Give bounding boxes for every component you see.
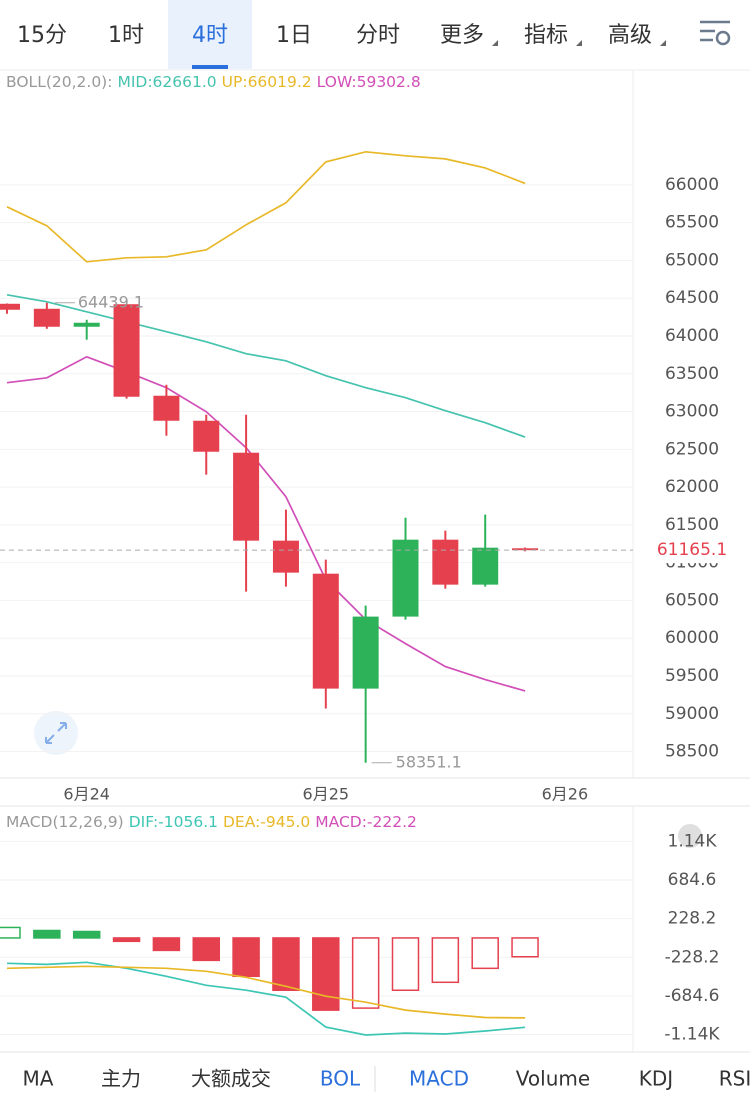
y-tick-label: 66000 xyxy=(665,175,719,195)
indicator-line xyxy=(6,293,526,438)
macd-bar xyxy=(312,937,340,1011)
y-tick-label: 65500 xyxy=(665,213,719,233)
legend-title: BOLL(20,2.0): xyxy=(6,73,112,91)
bottom-tab[interactable]: KDJ xyxy=(639,1067,673,1091)
active-tab-bg xyxy=(168,0,252,69)
macd-bar xyxy=(152,937,181,952)
legend-entry: DEA:-945.0 xyxy=(223,813,310,831)
legend-title: MACD(12,26,9) xyxy=(6,813,124,831)
candle-body xyxy=(193,420,220,452)
x-tick-label: 6月24 xyxy=(63,785,110,804)
macd-bar xyxy=(431,937,460,984)
indicator-line xyxy=(6,961,526,1036)
candle-body xyxy=(33,308,60,327)
y-tick-label: 60500 xyxy=(665,590,719,610)
indicator-line xyxy=(6,965,526,1019)
y-tick-label: 59500 xyxy=(665,666,719,686)
candle-body xyxy=(432,539,459,585)
macd-bar xyxy=(0,926,21,939)
dropdown-arrow xyxy=(660,40,666,46)
y-tick-label: 684.6 xyxy=(668,870,717,890)
tab[interactable]: 指标 xyxy=(524,23,568,48)
legend-entry: LOW:59302.8 xyxy=(317,73,421,91)
y-tick-label: 63000 xyxy=(665,402,719,422)
bottom-tab[interactable]: 大额成交 xyxy=(191,1067,271,1091)
tab[interactable]: 更多 xyxy=(440,23,484,48)
y-tick-label: 60000 xyxy=(665,628,719,648)
y-tick-label: -228.2 xyxy=(665,947,720,967)
close-overlay[interactable] xyxy=(678,824,702,848)
tab[interactable]: 分时 xyxy=(356,23,400,48)
low-label: 58351.1 xyxy=(396,752,462,771)
legend-entry: DIF:-1056.1 xyxy=(129,813,218,831)
candle-body xyxy=(272,540,299,573)
indicator-line xyxy=(6,150,526,263)
macd-bar xyxy=(192,937,220,962)
x-tick-label: 6月25 xyxy=(303,785,350,804)
macd-bar xyxy=(471,937,499,970)
high-label: 64439.1 xyxy=(78,292,144,311)
y-tick-label: 63500 xyxy=(665,364,719,384)
macd-bar xyxy=(272,937,300,991)
legend-entry: UP:66019.2 xyxy=(222,73,312,91)
y-tick-label: -1.14K xyxy=(664,1025,720,1045)
bottom-tab[interactable]: Volume xyxy=(516,1067,590,1091)
legend-entry: MACD:-222.2 xyxy=(315,813,417,831)
candle-body xyxy=(472,547,499,585)
y-tick-label: 59000 xyxy=(665,704,719,724)
candle-body xyxy=(113,304,140,397)
legend: BOLL(20,2.0): MID:62661.0 UP:66019.2 LOW:59… xyxy=(6,73,421,91)
macd-bar xyxy=(511,937,539,958)
candle-body xyxy=(312,573,339,689)
bottom-tab[interactable]: RSI xyxy=(719,1067,750,1091)
settings-icon[interactable] xyxy=(700,20,731,46)
macd-bar xyxy=(33,929,61,939)
dropdown-arrow xyxy=(576,40,582,46)
y-tick-label: 62000 xyxy=(665,477,719,497)
bottom-tab[interactable]: BOL xyxy=(320,1067,361,1091)
y-tick-label: 65000 xyxy=(665,250,719,270)
price-label: 61165.1 xyxy=(657,540,727,560)
x-tick-label: 6月26 xyxy=(542,785,589,804)
bottom-tab[interactable]: 主力 xyxy=(101,1067,141,1091)
candle-body xyxy=(233,452,260,541)
tab[interactable]: 高级 xyxy=(608,23,652,48)
y-tick-label: 228.2 xyxy=(668,909,717,929)
candle-body xyxy=(73,322,100,327)
tab[interactable]: 1时 xyxy=(108,23,144,48)
candle-body xyxy=(512,548,539,551)
expand-button[interactable] xyxy=(34,711,78,755)
legend: MACD(12,26,9) DIF:-1056.1 DEA:-945.0 MACD:-… xyxy=(6,813,417,831)
candle-body xyxy=(153,395,180,421)
bottom-tab[interactable]: MACD xyxy=(409,1067,469,1091)
tab[interactable]: 1日 xyxy=(276,23,312,48)
macd-bar xyxy=(112,937,141,943)
dropdown-arrow xyxy=(492,40,498,46)
y-tick-label: 1.14K xyxy=(668,831,718,851)
bottom-tab[interactable]: MA xyxy=(23,1067,54,1091)
tab[interactable]: 15分 xyxy=(17,23,67,48)
active-tab-underline xyxy=(192,65,228,69)
candle-body xyxy=(392,539,419,617)
macd-bar xyxy=(72,930,101,939)
y-tick-label: -684.6 xyxy=(665,986,720,1006)
y-tick-label: 61500 xyxy=(665,515,719,535)
y-tick-label: 62500 xyxy=(665,439,719,459)
y-tick-label: 64500 xyxy=(665,288,719,308)
macd-bar xyxy=(351,937,380,1009)
y-tick-label: 64000 xyxy=(665,326,719,346)
macd-bar xyxy=(391,937,420,991)
legend-entry: MID:62661.0 xyxy=(117,73,216,91)
indicator-line xyxy=(6,355,526,692)
macd-bar xyxy=(232,937,260,978)
candle-body xyxy=(352,616,379,689)
y-tick-label: 58500 xyxy=(665,742,719,762)
tab[interactable]: 4时 xyxy=(192,23,228,48)
candle-body xyxy=(0,303,20,310)
price-tag xyxy=(634,537,750,564)
